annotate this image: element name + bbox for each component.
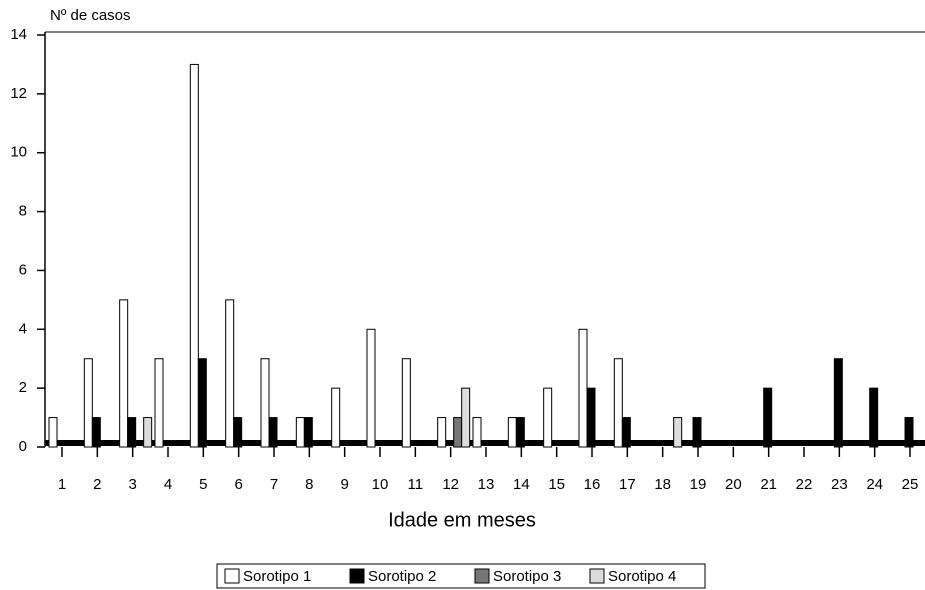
x-axis-title: Idade em meses bbox=[388, 509, 536, 531]
x-tick-label: 10 bbox=[372, 476, 389, 493]
x-tick-label: 1 bbox=[58, 476, 66, 493]
bar bbox=[613, 358, 623, 448]
bar bbox=[48, 417, 58, 448]
bar bbox=[233, 417, 243, 448]
legend-swatch bbox=[589, 568, 605, 584]
bar bbox=[91, 417, 101, 448]
bar bbox=[586, 387, 596, 448]
y-tick-label: 10 bbox=[10, 144, 27, 161]
bar bbox=[461, 387, 471, 448]
y-tick-label: 14 bbox=[10, 26, 27, 43]
x-tick-label: 20 bbox=[725, 476, 742, 493]
x-tick-label: 22 bbox=[796, 476, 813, 493]
legend-swatch bbox=[474, 568, 490, 584]
bar bbox=[515, 417, 525, 448]
bar bbox=[763, 387, 773, 448]
x-tick-label: 21 bbox=[760, 476, 777, 493]
x-tick-label: 13 bbox=[478, 476, 495, 493]
bar bbox=[507, 417, 517, 448]
bar bbox=[143, 417, 153, 448]
x-tick-label: 8 bbox=[305, 476, 313, 493]
y-tick-label: 2 bbox=[19, 379, 27, 396]
bar bbox=[83, 358, 93, 448]
x-tick-label: 3 bbox=[128, 476, 136, 493]
y-tick-label: 4 bbox=[19, 320, 27, 337]
bar bbox=[472, 417, 482, 448]
x-tick-label: 24 bbox=[866, 476, 883, 493]
bar bbox=[673, 417, 683, 448]
x-tick-label: 2 bbox=[93, 476, 101, 493]
x-tick-label: 25 bbox=[902, 476, 919, 493]
x-tick-label: 11 bbox=[408, 476, 424, 493]
bar bbox=[437, 417, 447, 448]
x-tick-label: 9 bbox=[340, 476, 348, 493]
bar bbox=[303, 417, 313, 448]
bar bbox=[197, 358, 207, 448]
x-tick-label: 16 bbox=[584, 476, 601, 493]
legend-label: Sorotipo 2 bbox=[368, 568, 436, 585]
bar bbox=[401, 358, 411, 448]
y-axis-title: Nº de casos bbox=[50, 7, 131, 24]
bar bbox=[225, 299, 235, 448]
bar bbox=[295, 417, 305, 448]
x-tick-label: 7 bbox=[270, 476, 278, 493]
bar bbox=[833, 358, 843, 448]
x-tick-label: 5 bbox=[199, 476, 207, 493]
y-tick-label: 12 bbox=[10, 85, 27, 102]
legend-swatch bbox=[349, 568, 365, 584]
x-tick-label: 6 bbox=[234, 476, 242, 493]
bar bbox=[543, 387, 553, 448]
bar bbox=[268, 417, 278, 448]
y-tick-label: 6 bbox=[19, 261, 27, 278]
bar bbox=[127, 417, 137, 448]
bar bbox=[692, 417, 702, 448]
x-tick-label: 4 bbox=[164, 476, 172, 493]
y-tick-label: 0 bbox=[19, 438, 27, 455]
x-tick-label: 12 bbox=[442, 476, 459, 493]
x-tick-label: 18 bbox=[654, 476, 671, 493]
bar bbox=[904, 417, 914, 448]
legend-label: Sorotipo 1 bbox=[243, 568, 311, 585]
legend-box bbox=[216, 563, 706, 589]
x-tick-label: 15 bbox=[548, 476, 565, 493]
bar bbox=[621, 417, 631, 448]
legend-label: Sorotipo 3 bbox=[493, 568, 561, 585]
bar bbox=[869, 387, 879, 448]
legend-swatch bbox=[224, 568, 240, 584]
x-tick-label: 14 bbox=[513, 476, 530, 493]
x-tick-label: 19 bbox=[690, 476, 707, 493]
x-tick-label: 17 bbox=[619, 476, 636, 493]
y-tick-label: 8 bbox=[19, 203, 27, 220]
legend-label: Sorotipo 4 bbox=[608, 568, 676, 585]
bar bbox=[453, 417, 463, 448]
bar bbox=[578, 328, 588, 448]
bar bbox=[366, 328, 376, 448]
bar bbox=[119, 299, 129, 448]
bar bbox=[154, 358, 164, 448]
bar bbox=[260, 358, 270, 448]
bar bbox=[331, 387, 341, 448]
bar bbox=[189, 63, 199, 448]
x-tick-label: 23 bbox=[831, 476, 848, 493]
